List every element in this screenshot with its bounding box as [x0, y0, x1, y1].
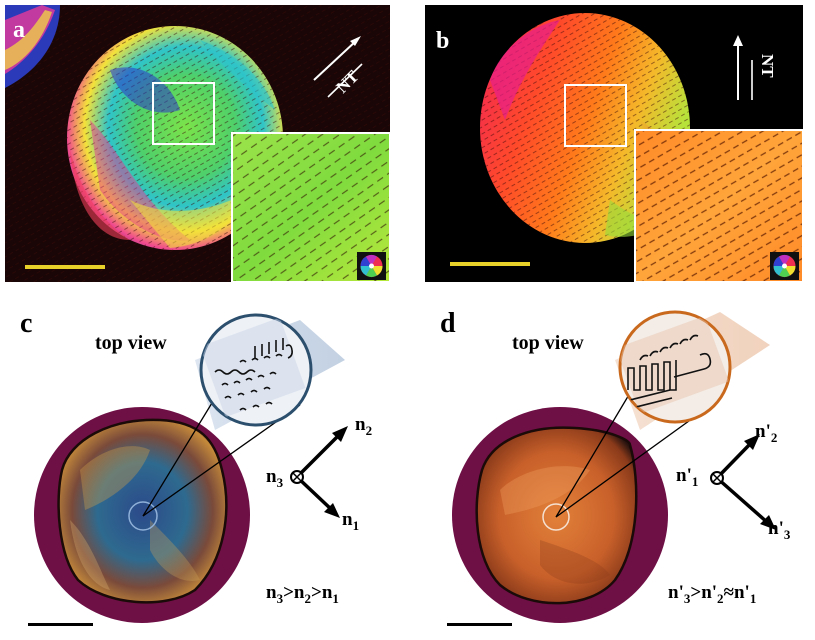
relation-d: n'3>n'2≈n'1 [668, 582, 757, 606]
panel-c-view-label: top view [95, 332, 167, 354]
color-wheel-a [357, 252, 386, 280]
zoom-circle-d [618, 310, 732, 424]
panel-c-label: c [20, 308, 33, 339]
scale-bar-a [25, 265, 105, 269]
scale-bar-b [450, 262, 530, 266]
axis-n2-d: n'2 [755, 421, 778, 445]
molecule-sketch-d [620, 315, 730, 414]
panel-d [452, 310, 776, 623]
axis-n1-c: n1 [342, 509, 360, 533]
droplet-c [57, 418, 228, 604]
panel-a-label: a [13, 17, 25, 43]
focus-circle-c [128, 501, 158, 531]
panel-d-label: d [440, 308, 456, 339]
relation-c: n3>n2>n1 [266, 582, 339, 606]
panel-b-label: b [436, 28, 449, 54]
panel-b-axis-label: NT [758, 54, 777, 78]
focus-circle-d [542, 503, 570, 531]
molecule-sketch-c [201, 317, 306, 418]
zoom-box-b [564, 84, 627, 147]
panel-a [5, 5, 390, 282]
axis-n3-c: n3 [266, 466, 284, 490]
axis-n3-d: n'3 [768, 518, 791, 542]
color-wheel-b [770, 252, 799, 280]
zoom-box-a [152, 82, 215, 145]
panel-b [425, 5, 803, 282]
direction-arrow-a [313, 36, 363, 98]
axis-n2-c: n2 [355, 414, 373, 438]
panel-c [34, 313, 348, 623]
scale-bar-c [28, 623, 93, 626]
direction-arrow-b [733, 35, 753, 100]
axis-n1-d: n'1 [676, 465, 699, 489]
panel-d-view-label: top view [512, 332, 584, 354]
scale-bar-d [447, 623, 512, 626]
